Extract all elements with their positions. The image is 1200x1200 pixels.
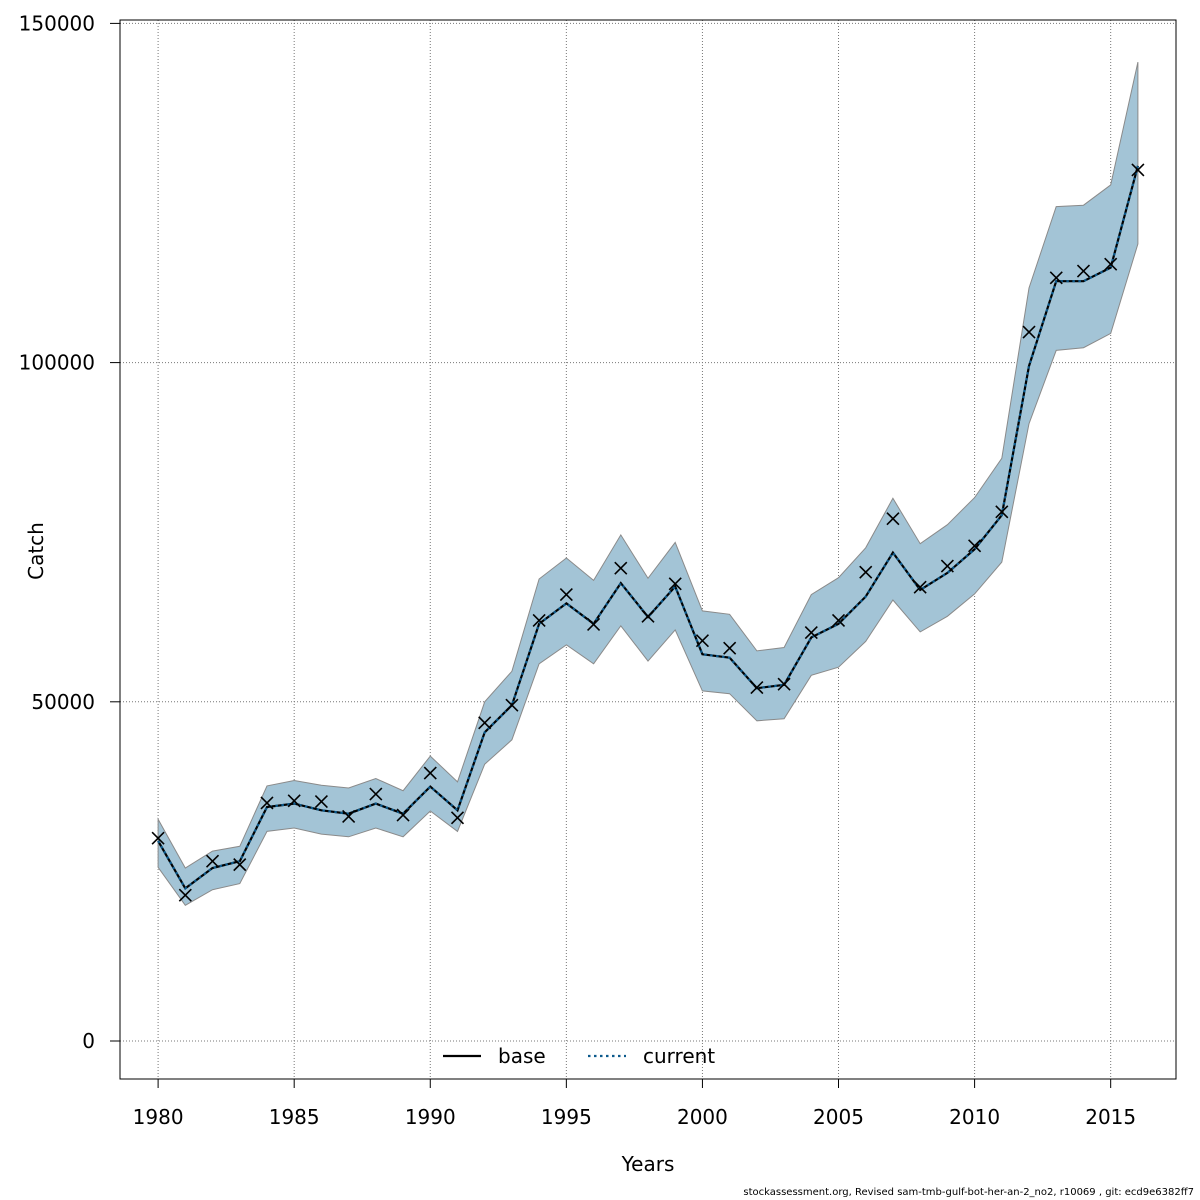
series-line-base	[157, 165, 1139, 891]
observed-point	[859, 565, 873, 579]
legend-label-base: base	[498, 1044, 546, 1068]
observed-point	[886, 512, 900, 526]
y-axis: 0 50000 100000 150000	[19, 11, 120, 1053]
observed-point	[641, 609, 655, 623]
observed-point	[995, 505, 1009, 519]
x-tick-label: 2015	[1085, 1105, 1136, 1129]
observed-point	[314, 794, 328, 809]
observed-point	[695, 634, 709, 648]
y-tick-label: 50000	[31, 690, 95, 714]
x-tick-label: 2005	[813, 1105, 864, 1129]
legend-label-current: current	[643, 1044, 715, 1068]
observed-point	[342, 809, 356, 824]
x-tick-label: 1990	[405, 1105, 456, 1129]
x-tick-label: 1980	[133, 1105, 184, 1129]
observed-point	[423, 766, 437, 780]
observed-point	[668, 577, 682, 591]
x-tick-label: 2000	[677, 1105, 728, 1129]
x-axis: 1980 1985 1990 1995 2000 2005 2010 2015	[133, 1078, 1136, 1129]
observed-point	[1076, 264, 1091, 278]
observed-point	[587, 617, 601, 632]
x-tick-label: 1985	[269, 1105, 320, 1129]
observed-point	[1131, 163, 1145, 177]
observed-point	[831, 613, 846, 627]
x-axis-title: Years	[621, 1152, 675, 1176]
observed-point	[723, 641, 737, 655]
observed-point	[260, 796, 274, 810]
observed-point	[804, 626, 818, 640]
observed-point	[233, 858, 247, 872]
observed-point	[396, 808, 410, 822]
observed-point	[205, 854, 220, 868]
y-tick-label: 0	[82, 1029, 95, 1053]
y-tick-label: 100000	[19, 351, 95, 375]
observed-point	[178, 888, 192, 902]
observed-markers	[151, 163, 1145, 902]
confidence-band	[157, 61, 1139, 906]
observed-point	[532, 613, 546, 627]
observed-point	[287, 794, 301, 808]
grid	[120, 20, 1176, 1079]
observed-point	[614, 561, 628, 575]
observed-point	[151, 831, 165, 845]
observed-point	[913, 580, 927, 594]
observed-point	[478, 716, 492, 730]
plot-frame	[119, 19, 1177, 1080]
x-tick-label: 2010	[949, 1105, 1000, 1129]
observed-point	[777, 677, 791, 691]
observed-point	[559, 588, 573, 602]
observed-point	[968, 539, 982, 553]
y-axis-title: Catch	[24, 522, 48, 580]
y-tick-label: 150000	[19, 11, 95, 35]
legend: base current	[443, 1044, 715, 1068]
x-tick-label: 1995	[541, 1105, 592, 1129]
observed-point	[1104, 257, 1118, 271]
footer-note: stockassessment.org, Revised sam-tmb-gul…	[743, 1187, 1194, 1198]
observed-point	[450, 811, 465, 825]
observed-point	[505, 698, 519, 712]
observed-point	[1049, 271, 1063, 285]
observed-point	[369, 787, 383, 801]
observed-point	[940, 559, 954, 573]
observed-point	[1022, 325, 1036, 339]
observed-point	[750, 680, 764, 695]
